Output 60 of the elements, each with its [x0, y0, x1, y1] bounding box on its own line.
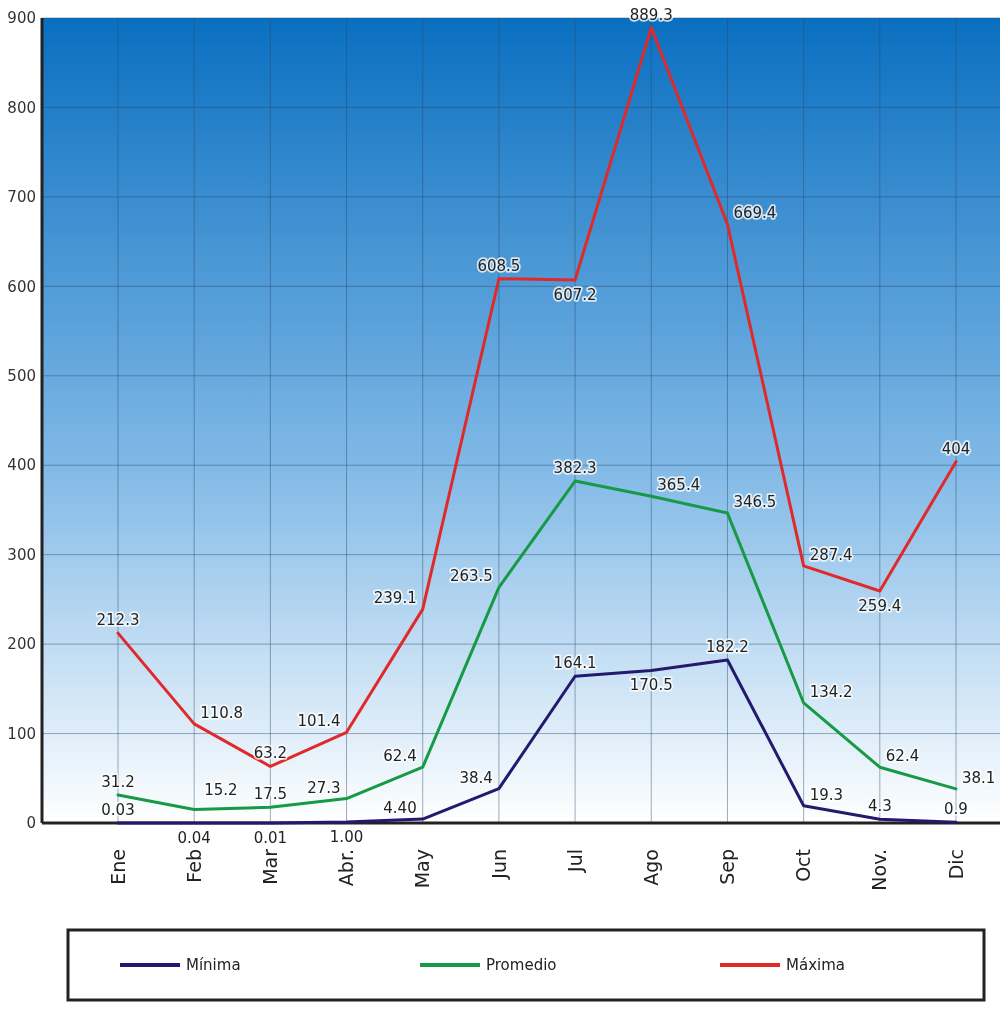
legend-label: Promedio	[486, 956, 557, 975]
data-label: 31.2	[101, 773, 135, 792]
data-label: 259.4	[858, 596, 902, 615]
data-label: 608.5	[477, 256, 521, 275]
data-label: 669.4	[733, 204, 777, 223]
data-label: 4.3	[867, 797, 892, 816]
y-tick-label: 400	[7, 456, 36, 475]
x-tick-label: Abr.	[335, 849, 358, 887]
data-label: 0.03	[101, 800, 135, 819]
x-tick-label: Sep	[716, 849, 739, 885]
data-label: 404	[941, 439, 971, 458]
data-label: 62.4	[885, 747, 920, 766]
data-label: 1.00	[329, 828, 364, 847]
data-label: 110.8	[200, 703, 244, 722]
data-label: 38.1	[962, 768, 996, 787]
data-label: 0.01	[253, 828, 288, 847]
data-label: 382.3	[553, 459, 597, 478]
data-label: 4.40	[383, 799, 417, 818]
x-tick-label: Jul	[563, 849, 586, 873]
data-label: 182.2	[705, 638, 749, 657]
data-label: 239.1	[373, 589, 417, 608]
x-tick-label: Jun	[487, 849, 510, 880]
x-tick-label: Oct	[792, 849, 815, 882]
data-label: 607.2	[553, 285, 597, 304]
y-tick-label: 900	[7, 9, 36, 28]
data-label: 346.5	[733, 493, 777, 512]
x-tick-label: Ene	[106, 849, 129, 885]
data-label: 164.1	[553, 654, 597, 673]
data-label: 134.2	[809, 682, 853, 701]
legend-label: Máxima	[786, 956, 845, 975]
y-tick-label: 0	[26, 814, 36, 833]
x-tick-label: Ago	[639, 849, 662, 886]
x-tick-label: Nov.	[868, 849, 891, 891]
data-label: 15.2	[204, 781, 238, 800]
y-tick-label: 100	[7, 724, 36, 743]
data-label: 62.4	[383, 747, 417, 766]
data-label: 287.4	[809, 545, 853, 564]
data-label: 170.5	[629, 676, 673, 695]
data-label: 17.5	[253, 785, 288, 804]
y-tick-label: 500	[7, 367, 36, 386]
data-label: 38.4	[459, 768, 493, 787]
data-label: 0.9	[944, 800, 968, 819]
y-tick-label: 600	[7, 277, 36, 296]
data-label: 63.2	[253, 744, 288, 763]
data-label: 365.4	[657, 476, 701, 495]
x-tick-label: May	[411, 849, 434, 889]
data-label: 27.3	[307, 778, 341, 797]
x-tick-label: Feb	[182, 849, 205, 883]
data-label: 0.04	[177, 828, 211, 847]
x-tick-label: Mar	[259, 848, 282, 885]
data-label: 101.4	[297, 712, 341, 731]
y-tick-label: 200	[7, 635, 36, 654]
y-tick-label: 300	[7, 545, 36, 564]
data-label: 263.5	[449, 567, 493, 586]
y-tick-label: 700	[7, 188, 36, 207]
y-tick-label: 800	[7, 98, 36, 117]
data-label: 19.3	[809, 785, 844, 804]
legend-label: Mínima	[186, 956, 241, 975]
data-label: 212.3	[96, 611, 140, 630]
x-tick-label: Dic	[944, 849, 967, 880]
